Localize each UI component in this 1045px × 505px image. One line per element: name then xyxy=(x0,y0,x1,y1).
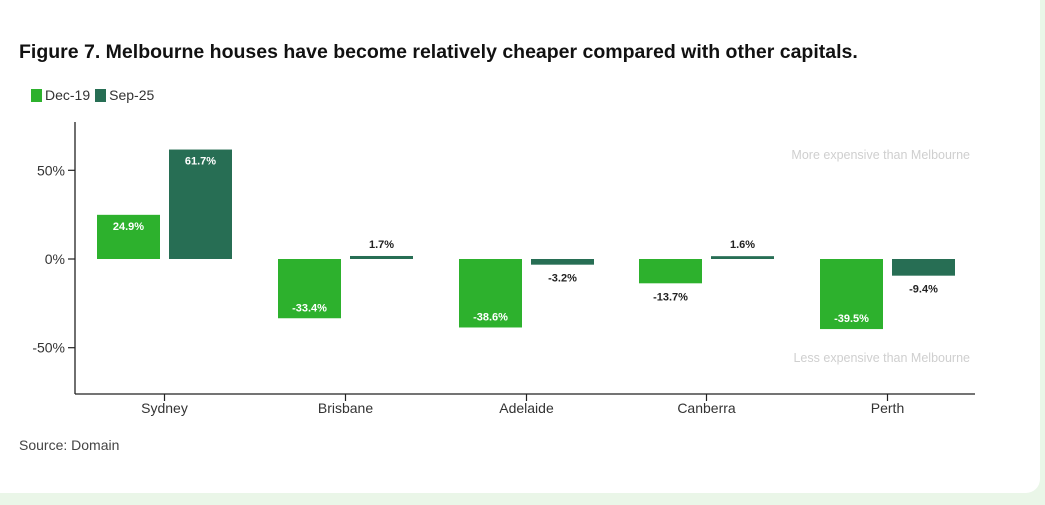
y-tick-label: 50% xyxy=(37,162,65,178)
legend-swatch-sep-25 xyxy=(95,88,107,102)
data-label: -13.7% xyxy=(653,291,688,303)
x-tick-label: Sydney xyxy=(141,400,188,416)
bar-adelaide-sep-25 xyxy=(531,259,594,265)
data-label: 24.9% xyxy=(113,221,144,233)
data-label: 1.6% xyxy=(730,239,755,251)
x-tick-label: Brisbane xyxy=(318,400,373,416)
legend-label-dec-19: Dec-19 xyxy=(45,87,91,103)
bar-perth-dec-19 xyxy=(820,259,883,330)
data-label: 1.7% xyxy=(369,239,394,251)
bar-brisbane-dec-19 xyxy=(278,259,341,319)
annotation-less-expensive: Less expensive than Melbourne xyxy=(793,351,970,365)
y-tick-label: 0% xyxy=(45,251,65,267)
figure-title: Figure 7. Melbourne houses have become r… xyxy=(19,41,858,63)
data-label: -3.2% xyxy=(548,273,577,285)
data-label: -38.6% xyxy=(473,311,508,323)
legend-label-sep-25: Sep-25 xyxy=(109,87,155,103)
bar-sydney-sep-25 xyxy=(169,149,232,259)
legend: Dec-19 Sep-25 xyxy=(31,87,159,103)
legend-swatch-dec-19 xyxy=(31,88,42,102)
source-note: Source: Domain xyxy=(19,437,120,453)
bar-sydney-dec-19 xyxy=(97,214,160,259)
legend-item-sep-25: Sep-25 xyxy=(95,87,154,103)
data-label: -39.5% xyxy=(834,313,869,325)
bar-canberra-sep-25 xyxy=(711,256,774,259)
x-tick-label: Canberra xyxy=(677,400,736,416)
data-label: 61.7% xyxy=(185,156,216,168)
bar-canberra-dec-19 xyxy=(639,259,702,284)
annotation-more-expensive: More expensive than Melbourne xyxy=(791,148,970,162)
bar-brisbane-sep-25 xyxy=(350,255,413,259)
data-label: -33.4% xyxy=(292,302,327,314)
legend-item-dec-19: Dec-19 xyxy=(31,87,90,103)
x-tick-label: Adelaide xyxy=(499,400,554,416)
y-tick-label: -50% xyxy=(32,340,65,356)
data-label: -9.4% xyxy=(909,284,938,296)
x-tick-label: Perth xyxy=(871,400,904,416)
bar-adelaide-dec-19 xyxy=(459,259,522,328)
bar-perth-sep-25 xyxy=(892,259,955,276)
figure-card: Figure 7. Melbourne houses have become r… xyxy=(0,0,1040,493)
bar-chart: 50% 0% -50% More expensive than Melbourne Le… xyxy=(32,122,975,416)
